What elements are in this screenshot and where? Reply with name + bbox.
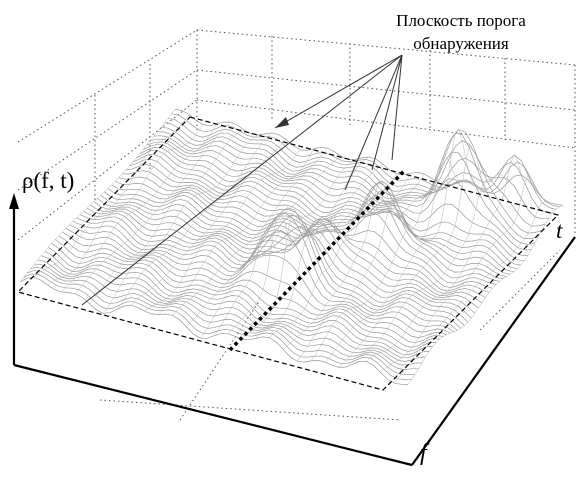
surface-mesh-line	[26, 270, 416, 375]
surface-mesh-line	[393, 201, 550, 384]
surface-mesh-line	[116, 132, 273, 310]
threshold-plane-outline	[16, 116, 560, 391]
callout-leaders	[81, 54, 403, 306]
surface-mesh-line	[380, 174, 536, 373]
surface-mesh-line	[199, 159, 356, 339]
surface-mesh-line	[338, 144, 494, 368]
surface-mesh-line	[283, 180, 439, 350]
z-axis-label: ρ(f, t)	[22, 168, 75, 193]
surface-mesh-line	[47, 124, 203, 286]
floor-grid-line	[479, 249, 561, 331]
surface-mesh-line	[269, 173, 425, 338]
surface-mesh-line	[136, 149, 525, 262]
leader-line	[391, 54, 403, 161]
f-axis-label: f	[420, 440, 427, 466]
surface-mesh-line	[150, 132, 539, 239]
surface-mesh-line	[30, 266, 419, 370]
surface-mesh-line	[19, 109, 176, 283]
surface-mesh-line	[186, 156, 342, 327]
surface-mesh-line	[227, 164, 384, 334]
surface-mesh-line	[255, 173, 411, 339]
surface-mesh-line	[172, 147, 328, 316]
surface-mesh-line	[58, 235, 447, 338]
t-axis-line	[411, 236, 576, 466]
surface-mesh-line	[75, 121, 231, 294]
surface-mesh-line	[130, 139, 287, 306]
z-axis-arrowhead	[9, 193, 19, 209]
surface-mesh-line	[352, 172, 508, 365]
surface-mesh-line	[213, 156, 370, 336]
surface-mesh-line	[241, 173, 397, 340]
background-box	[17, 29, 576, 421]
surface-mesh-line	[158, 148, 314, 315]
surface-mesh-line	[144, 149, 300, 312]
left-wall-top-edge	[17, 29, 198, 143]
surface-mesh-line	[102, 134, 259, 314]
callout-line-2: обнаружения	[413, 34, 509, 53]
surface-mesh-line	[61, 124, 217, 293]
callout-line-1: Плоскость порога	[396, 11, 526, 30]
wireframe-surface	[19, 109, 564, 385]
f-axis-line	[13, 363, 413, 467]
t-axis-label: t	[556, 218, 563, 243]
surface-mesh-line	[33, 114, 190, 278]
axes	[12, 205, 576, 467]
leader-line	[344, 54, 403, 191]
back-wall-top-edge	[196, 29, 576, 66]
surface-mesh-line	[34, 263, 423, 366]
surface-mesh-line	[324, 129, 480, 363]
surface-mesh-line	[54, 239, 444, 344]
grid-line	[196, 69, 576, 111]
threshold-plane-callout: Плоскость порога обнаружения	[350, 9, 572, 55]
surface-mesh-line	[366, 154, 522, 362]
floor-grid-line	[179, 299, 261, 421]
surface-mesh-line	[310, 155, 467, 362]
surface-mesh-line	[89, 129, 245, 304]
leader-arrowhead	[275, 117, 289, 128]
grid-line	[196, 99, 576, 149]
surface-mesh-line	[296, 183, 453, 362]
leader-line	[274, 54, 403, 129]
surface-mesh-line	[153, 129, 543, 234]
threshold-plane	[16, 116, 560, 391]
leader-line	[371, 54, 403, 171]
surface-mesh-line	[407, 205, 564, 385]
surface-mesh-line	[48, 247, 437, 352]
leader-line	[81, 54, 403, 306]
floor-grid-line	[99, 399, 401, 421]
